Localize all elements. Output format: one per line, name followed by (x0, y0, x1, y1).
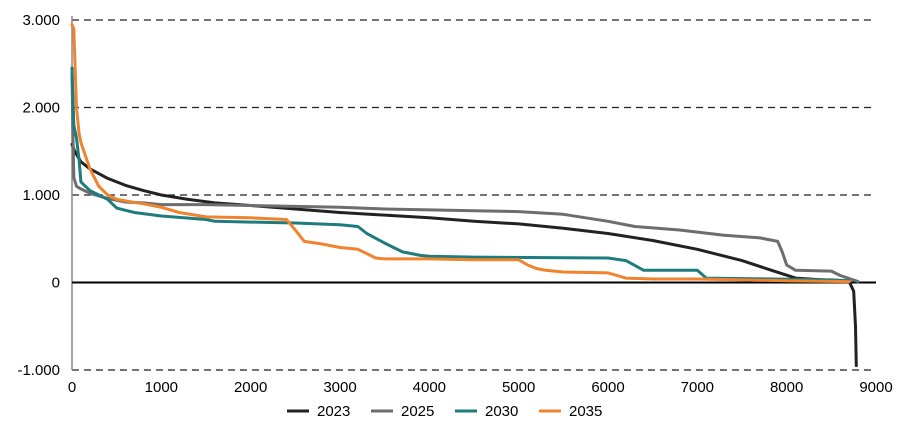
x-tick-label-4000: 4000 (413, 379, 446, 396)
series-line-2025 (70, 71, 860, 284)
legend-label-2030: 2030 (485, 403, 518, 420)
gridlines (72, 19, 876, 371)
x-tick-label-2000: 2000 (234, 379, 267, 396)
legend: 2023 2025 2030 2035 (287, 403, 602, 420)
series-line-2030 (70, 66, 851, 283)
series-line-2035 (70, 22, 851, 284)
x-tick-label-6000: 6000 (591, 379, 624, 396)
legend-label-2035: 2035 (569, 403, 602, 420)
x-tick-label-1000: 1000 (145, 379, 178, 396)
x-tick-label-7000: 7000 (681, 379, 714, 396)
x-tick-label-3000: 3000 (323, 379, 356, 396)
legend-label-2025: 2025 (401, 403, 434, 420)
y-axis-tick-labels: -1.000 0 1.000 2.000 3.000 (17, 12, 60, 379)
axes (71, 16, 876, 370)
x-axis-tick-labels: 0 1000 2000 3000 4000 5000 6000 7000 8000 9000 (68, 379, 893, 396)
series-line-2023 (70, 142, 858, 368)
y-tick-label-0: 0 (52, 275, 60, 292)
x-tick-label-0: 0 (68, 379, 76, 396)
x-tick-label-9000: 9000 (859, 379, 892, 396)
x-tick-label-8000: 8000 (770, 379, 803, 396)
series-lines (70, 22, 860, 368)
x-tick-label-5000: 5000 (502, 379, 535, 396)
y-tick-label-2.000: 2.000 (22, 100, 60, 117)
y-tick-label--1.000: -1.000 (17, 362, 60, 379)
y-tick-label-1.000: 1.000 (22, 187, 60, 204)
legend-item-2035: 2035 (539, 403, 602, 420)
legend-item-2023: 2023 (287, 403, 350, 420)
legend-label-2023: 2023 (317, 403, 350, 420)
y-tick-label-3.000: 3.000 (22, 12, 60, 29)
legend-item-2030: 2030 (455, 403, 518, 420)
legend-item-2025: 2025 (371, 403, 434, 420)
